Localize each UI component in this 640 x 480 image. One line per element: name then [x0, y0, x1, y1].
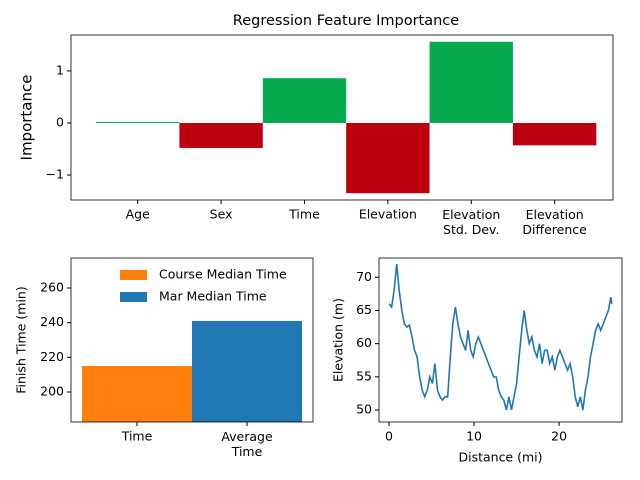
axes-frame — [378, 257, 623, 423]
x-tick-label: Elevation — [359, 207, 417, 222]
axes-frame — [70, 257, 314, 423]
x-tick-label: Elevation Std. Dev. — [442, 207, 500, 237]
y-tick-label: 55 — [356, 368, 372, 383]
bar — [82, 366, 192, 422]
bar — [179, 122, 263, 148]
y-axis-label: Finish Time (min) — [14, 286, 29, 393]
x-tick-label: Age — [126, 207, 150, 222]
axes-frame — [70, 34, 614, 201]
x-tick-label: Sex — [210, 207, 233, 222]
bar — [512, 122, 597, 146]
y-tick-label: 260 — [40, 279, 64, 294]
y-axis-label: Importance — [18, 75, 36, 161]
x-tick-label: Elevation Difference — [522, 207, 587, 237]
legend-swatch — [120, 270, 147, 280]
legend-swatch — [120, 292, 147, 302]
bar — [96, 121, 180, 123]
x-tick-label: 10 — [466, 429, 482, 444]
line — [388, 263, 613, 411]
y-tick-label: 240 — [40, 314, 64, 329]
y-tick-label: 70 — [356, 269, 372, 284]
x-tick-label: 0 — [385, 429, 393, 444]
x-axis-label: Distance (mi) — [458, 450, 542, 465]
x-tick-label: Average Time — [221, 429, 273, 459]
y-axis-label: Elevation (m) — [331, 298, 346, 382]
y-tick-label: 60 — [356, 335, 372, 350]
chart-title: Regression Feature Importance — [233, 13, 459, 29]
y-tick-label: 0 — [56, 114, 64, 129]
legend-label: Mar Median Time — [159, 289, 267, 304]
legend-label: Course Median Time — [159, 267, 287, 282]
bar — [429, 41, 513, 123]
y-tick-label: 65 — [356, 302, 372, 317]
bar — [346, 122, 430, 194]
bar — [192, 320, 302, 422]
x-tick-label: Time — [288, 207, 320, 222]
y-tick-label: 200 — [40, 384, 64, 399]
x-tick-label: 20 — [551, 429, 567, 444]
y-tick-label: −1 — [46, 167, 64, 182]
y-tick-label: 1 — [56, 62, 64, 77]
x-tick-label: Time — [121, 429, 153, 444]
y-tick-label: 220 — [40, 349, 64, 364]
bar — [262, 78, 347, 123]
y-tick-label: 50 — [356, 402, 372, 417]
